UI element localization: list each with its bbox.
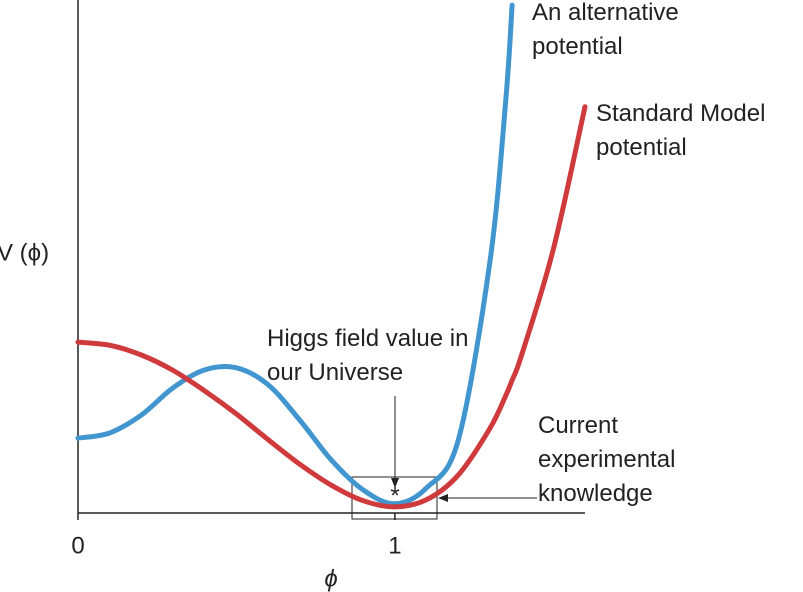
- legend-label: Standard Model potential: [596, 100, 766, 161]
- annotation: Current experimental knowledge: [538, 412, 676, 507]
- star: *: [390, 482, 399, 509]
- x-tick-label: 1: [388, 532, 401, 559]
- x-axis-label: ϕ: [324, 565, 337, 592]
- curve: [75, 104, 588, 510]
- curve: [75, 2, 515, 507]
- annotation: Higgs field value in our Universe: [267, 325, 469, 386]
- arrow-head: [391, 478, 399, 488]
- arrow-head: [438, 494, 448, 502]
- legend-label: An alternative potential: [532, 0, 679, 60]
- x-tick-label: 0: [71, 532, 84, 559]
- y-axis-label: V (ϕ): [0, 239, 49, 266]
